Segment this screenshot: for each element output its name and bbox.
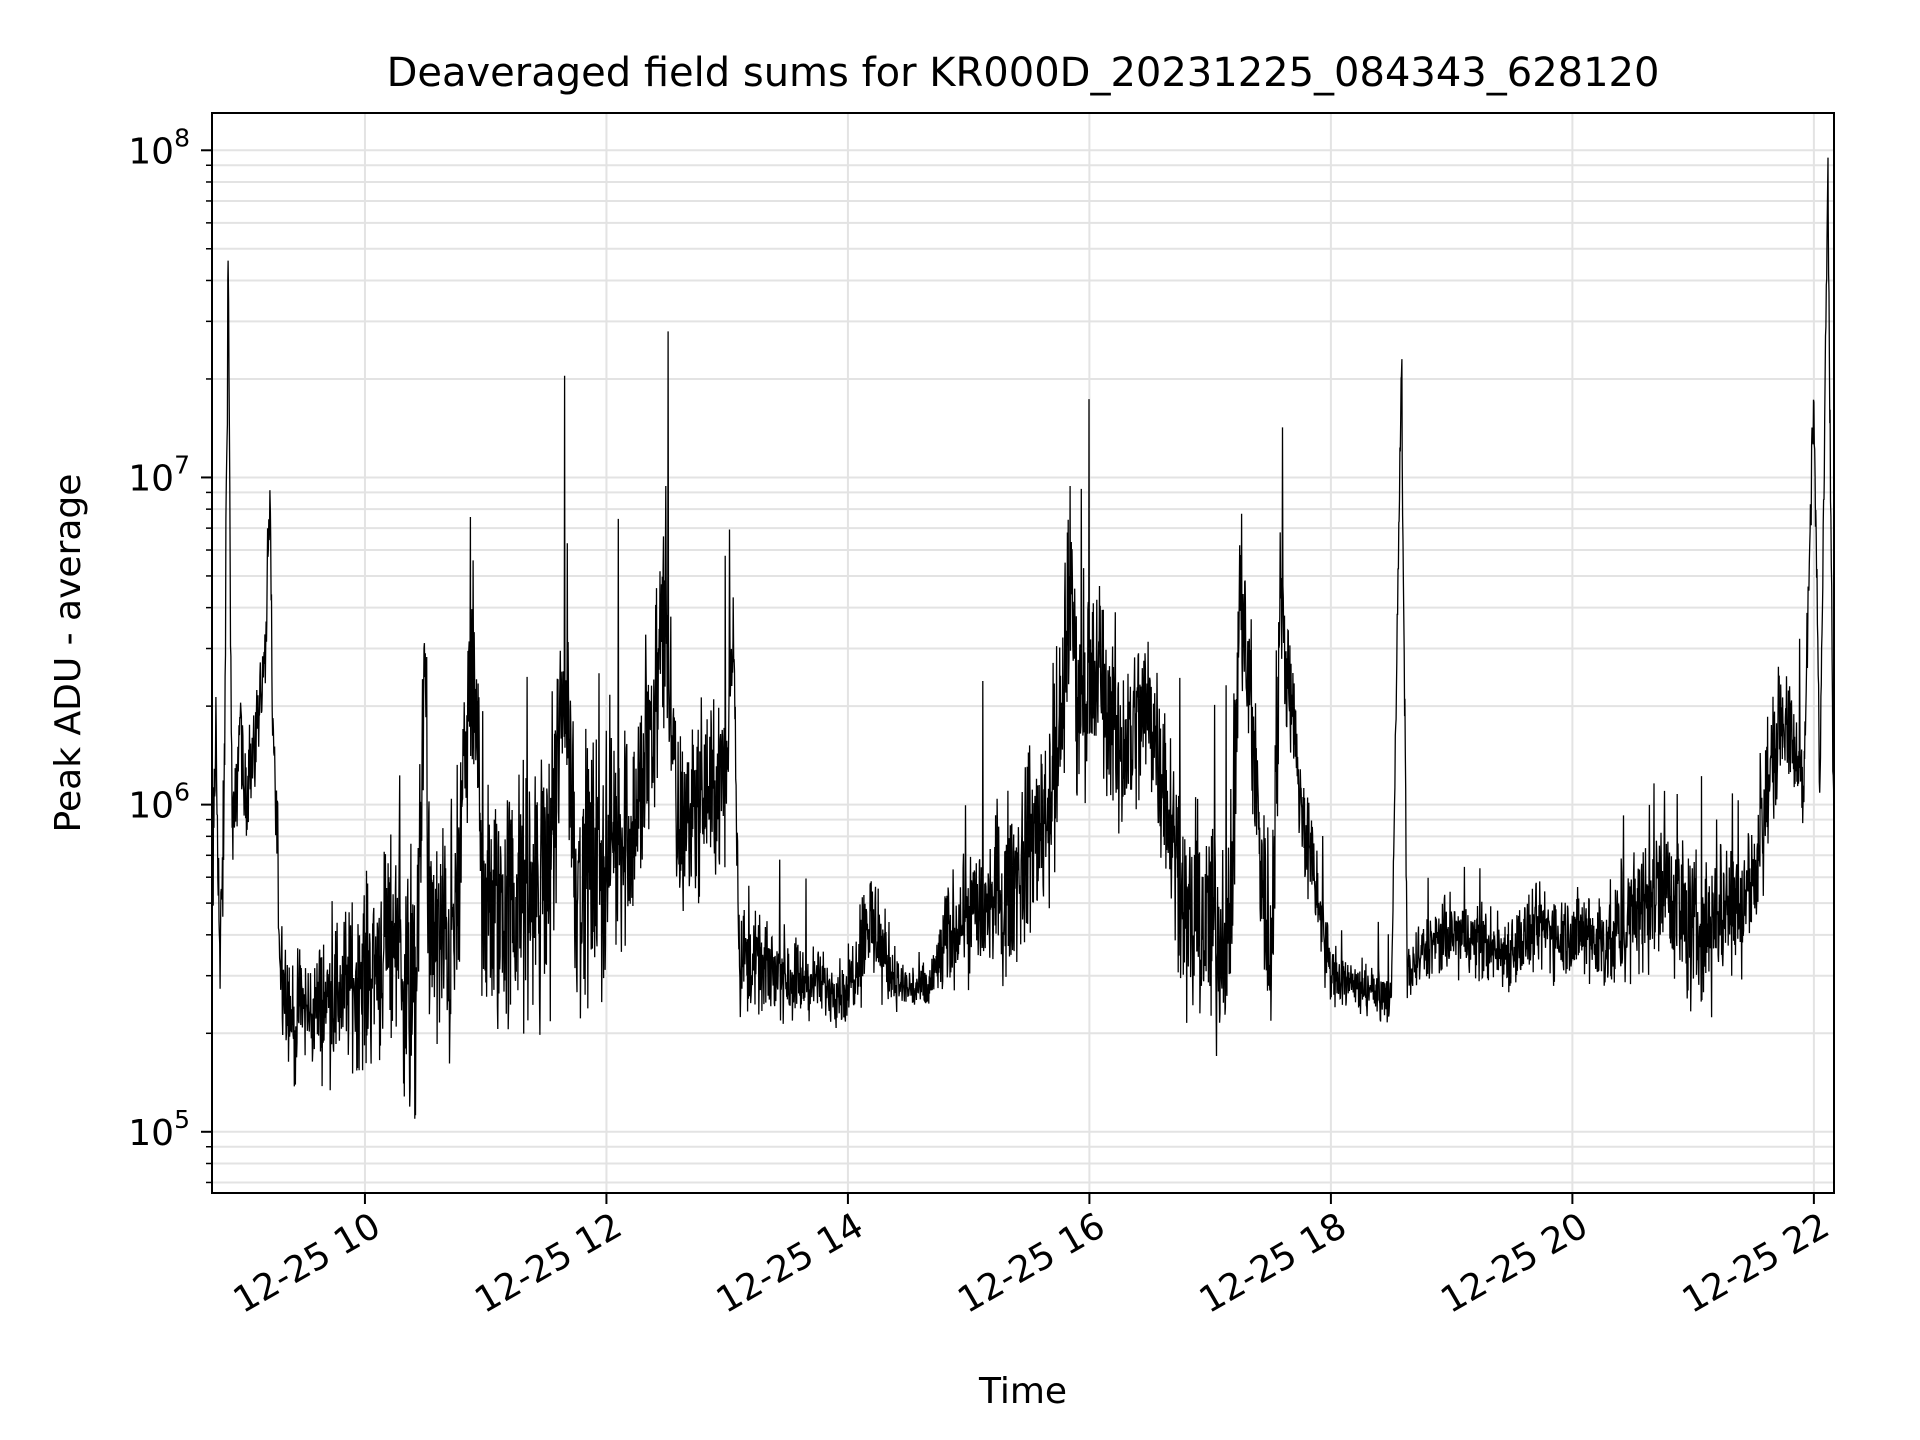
plot-frame <box>211 112 1835 1194</box>
y-axis: 105 106 107 108 <box>128 123 212 1184</box>
y-axis-label: Peak ADU - average <box>48 474 89 833</box>
series-line <box>212 157 1834 1119</box>
chart-title: Deaveraged field sums for KR000D_2023122… <box>387 50 1660 96</box>
y-tick-label: 105 <box>128 1105 190 1154</box>
y-tick-label: 107 <box>128 450 190 499</box>
y-tick-label: 106 <box>128 778 190 827</box>
x-axis-label: Time <box>978 1371 1067 1412</box>
data-layer <box>212 157 1834 1119</box>
y-tick-label: 108 <box>128 123 190 172</box>
